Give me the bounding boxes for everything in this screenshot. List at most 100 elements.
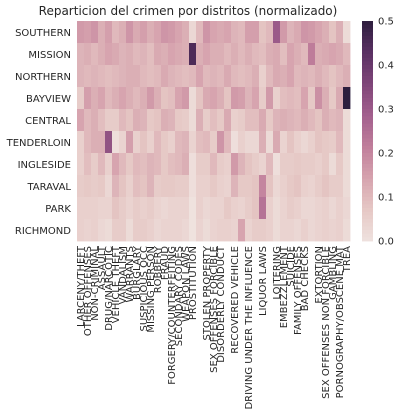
column-label: BURGLARY bbox=[132, 245, 143, 300]
heatmap-cell bbox=[147, 43, 155, 66]
column-label: PORNOGRAPHY/OBSCENE MAT bbox=[335, 245, 346, 398]
heatmap-cell bbox=[336, 87, 344, 110]
heatmap-cell bbox=[196, 219, 204, 242]
row-label: NORTHERN bbox=[15, 72, 71, 83]
heatmap-cell bbox=[126, 175, 134, 198]
heatmap-cell bbox=[217, 219, 225, 242]
heatmap-cell bbox=[147, 219, 155, 242]
column-label: SEX OFFENSES FORCIBLE bbox=[209, 246, 220, 373]
heatmap-cell bbox=[343, 153, 351, 176]
heatmap-cell bbox=[301, 197, 309, 220]
colorbar-segment bbox=[362, 61, 373, 66]
heatmap-cell bbox=[217, 109, 225, 132]
colorbar-segment bbox=[362, 189, 373, 194]
heatmap-cell bbox=[182, 197, 190, 220]
column-label: WARRANTS bbox=[125, 246, 136, 302]
heatmap-cell bbox=[252, 219, 260, 242]
heatmap-cell bbox=[112, 87, 120, 110]
heatmap-cell bbox=[112, 219, 120, 242]
heatmap-cell bbox=[77, 21, 85, 44]
heatmap-cell bbox=[133, 109, 141, 132]
heatmap-cell bbox=[189, 197, 197, 220]
heatmap-cell bbox=[273, 21, 281, 44]
row-label: RICHMOND bbox=[15, 226, 71, 237]
colorbar-segment bbox=[362, 79, 373, 84]
heatmap-cell bbox=[301, 219, 309, 242]
heatmap-cell bbox=[189, 153, 197, 176]
heatmap-cell bbox=[231, 87, 239, 110]
heatmap-cell bbox=[266, 153, 274, 176]
colorbar-segment bbox=[362, 112, 373, 117]
heatmap-cell bbox=[336, 219, 344, 242]
heatmap-cell bbox=[182, 109, 190, 132]
heatmap-cell bbox=[161, 175, 169, 198]
heatmap-cell bbox=[189, 131, 197, 154]
heatmap-cell bbox=[140, 109, 148, 132]
colorbar-segment bbox=[362, 131, 373, 136]
colorbar-tick-label: 0.5 bbox=[378, 17, 394, 28]
heatmap-cell bbox=[196, 65, 204, 88]
row-label: TARAVAL bbox=[26, 182, 71, 193]
heatmap-cell bbox=[231, 43, 239, 66]
heatmap-cell bbox=[140, 175, 148, 198]
heatmap-cell bbox=[245, 131, 253, 154]
heatmap-cell bbox=[182, 175, 190, 198]
heatmap-cell bbox=[91, 131, 99, 154]
heatmap-cell bbox=[154, 65, 162, 88]
heatmap-cell bbox=[322, 21, 330, 44]
colorbar-segment bbox=[362, 156, 373, 161]
heatmap-cell bbox=[84, 43, 92, 66]
heatmap-cell bbox=[112, 197, 120, 220]
heatmap-cell bbox=[294, 109, 302, 132]
colorbar-segment bbox=[362, 76, 373, 81]
heatmap-cell bbox=[175, 21, 183, 44]
heatmap-cell bbox=[112, 153, 120, 176]
heatmap-cell bbox=[91, 197, 99, 220]
heatmap-cell bbox=[203, 21, 211, 44]
column-label: ROBBERY bbox=[153, 245, 164, 293]
heatmap-cell bbox=[245, 219, 253, 242]
heatmap-cell bbox=[189, 109, 197, 132]
heatmap-cell bbox=[126, 65, 134, 88]
colorbar-tick-label: 0.3 bbox=[378, 105, 394, 116]
colorbar-segment bbox=[362, 127, 373, 132]
heatmap-cell bbox=[259, 87, 267, 110]
heatmap-cell bbox=[196, 43, 204, 66]
heatmap-cell bbox=[84, 109, 92, 132]
heatmap-cell bbox=[182, 219, 190, 242]
heatmap-cell bbox=[301, 87, 309, 110]
colorbar-segment bbox=[362, 109, 373, 114]
heatmap-cell bbox=[315, 197, 323, 220]
heatmap-cell bbox=[224, 197, 232, 220]
heatmap-cell bbox=[98, 87, 106, 110]
heatmap-cell bbox=[126, 109, 134, 132]
heatmap-cell bbox=[140, 43, 148, 66]
row-label: TENDERLOIN bbox=[6, 138, 71, 149]
heatmap-cell bbox=[126, 21, 134, 44]
heatmap-cell bbox=[168, 175, 176, 198]
heatmap-cell bbox=[175, 87, 183, 110]
heatmap-cell bbox=[322, 219, 330, 242]
heatmap-cell bbox=[196, 153, 204, 176]
heatmap-cell bbox=[252, 175, 260, 198]
heatmap-cell bbox=[119, 175, 127, 198]
heatmap-cell bbox=[329, 109, 337, 132]
heatmap-cell bbox=[133, 219, 141, 242]
heatmap-cell bbox=[217, 43, 225, 66]
heatmap-cell bbox=[308, 153, 316, 176]
colorbar-segment bbox=[362, 46, 373, 51]
heatmap-cell bbox=[343, 219, 351, 242]
colorbar-segment bbox=[362, 83, 373, 88]
heatmap-cell bbox=[217, 65, 225, 88]
heatmap-cell bbox=[315, 175, 323, 198]
heatmap-cell bbox=[210, 219, 218, 242]
heatmap-cell bbox=[147, 153, 155, 176]
heatmap-cell bbox=[147, 87, 155, 110]
row-label: INGLESIDE bbox=[18, 160, 71, 171]
column-label: ASSAULT bbox=[97, 245, 108, 290]
heatmap-cell bbox=[98, 109, 106, 132]
heatmap-cell bbox=[161, 109, 169, 132]
colorbar-segment bbox=[362, 28, 373, 33]
heatmap-cell bbox=[224, 109, 232, 132]
heatmap-cell bbox=[336, 21, 344, 44]
